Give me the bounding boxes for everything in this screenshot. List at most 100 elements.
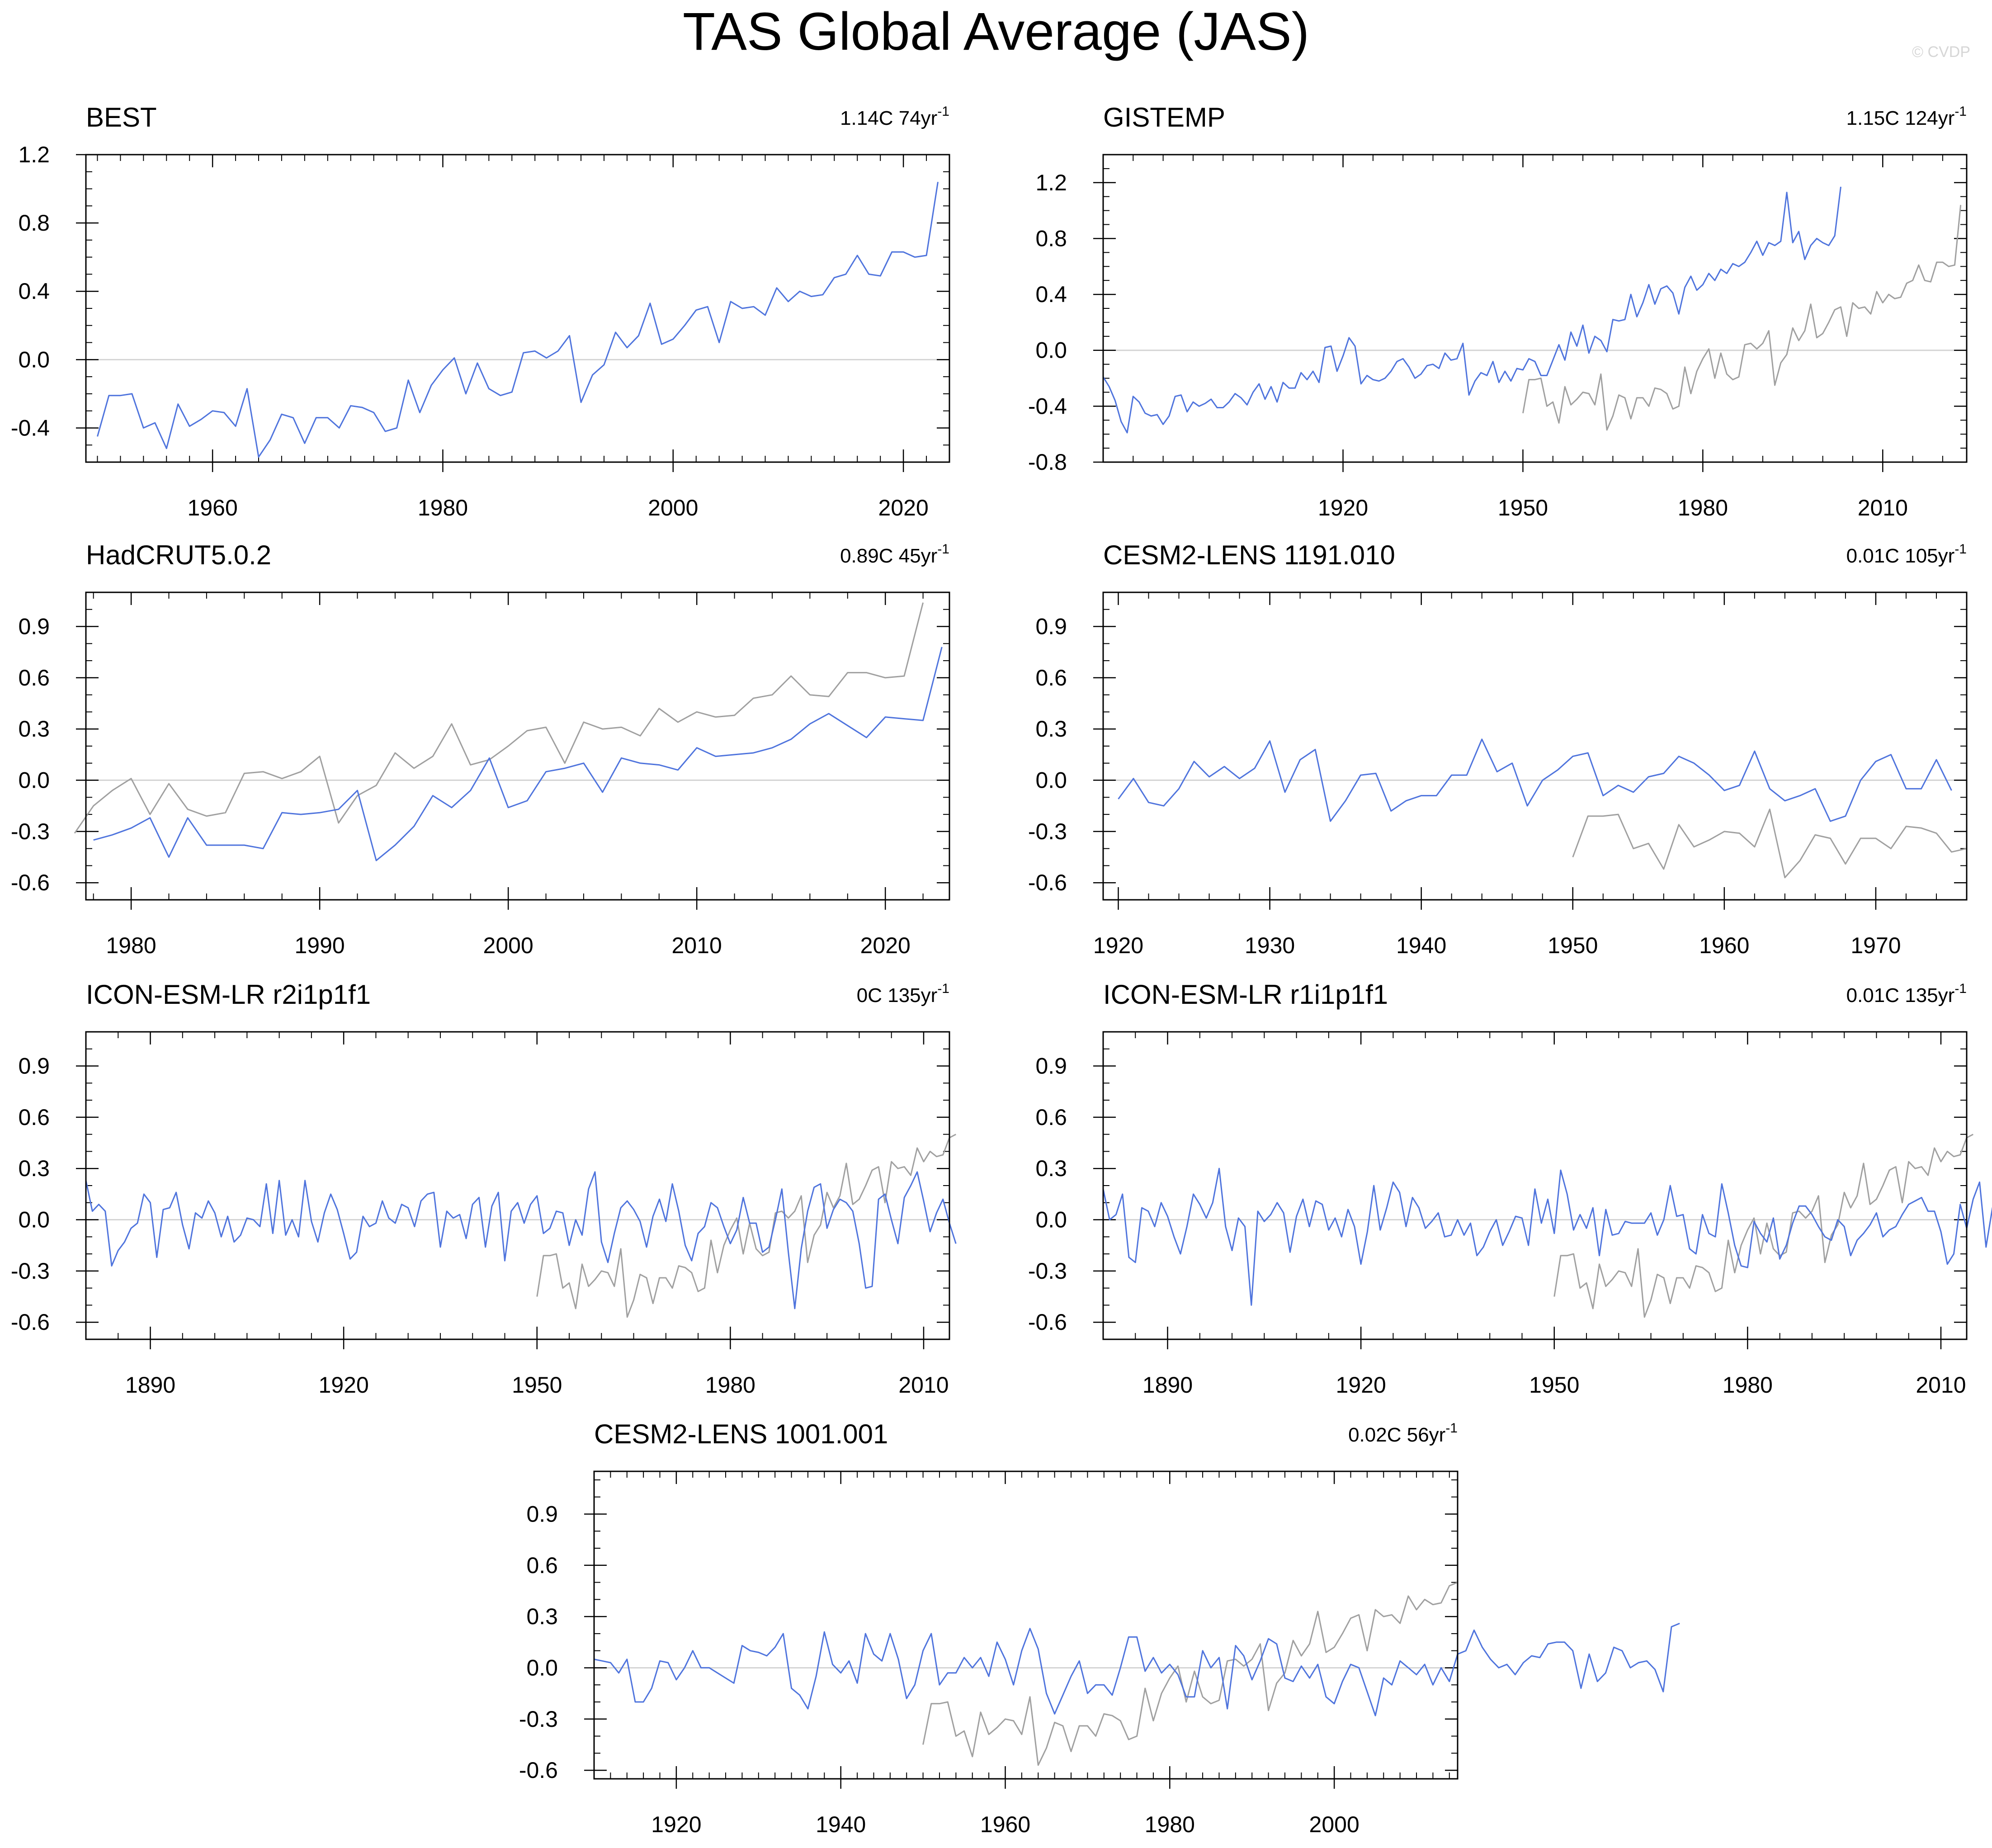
trend-period: 45yr [899,545,938,567]
trend-exponent: -1 [937,104,949,119]
minor-ticks [86,592,949,900]
x-tick-label: 1890 [1142,1372,1193,1398]
y-tick-label: 0.9 [18,614,50,639]
y-tick-label: 0.9 [18,1054,50,1079]
x-tick-label: 1980 [1145,1812,1195,1837]
trend-annotation: 0.01C 135yr-1 [1846,981,1967,1007]
trend-annotation: 0C 135yr-1 [857,981,949,1007]
x-tick-label: 1990 [295,933,345,958]
y-tick-label: -0.6 [11,1309,50,1335]
y-tick-label: -0.6 [11,870,50,895]
trend-period: 124yr [1905,107,1954,129]
watermark: © CVDP [1912,43,1970,61]
y-tick-label: 0.3 [1035,1156,1067,1181]
trend-annotation: 1.14C 74yr-1 [840,104,949,129]
x-tick-label: 1960 [1699,933,1749,958]
x-tick-label: 1920 [319,1372,369,1398]
x-tick-label: 1940 [816,1812,866,1837]
trend-annotation: 0.02C 56yr-1 [1348,1421,1458,1446]
series-line-reference [1553,1134,1973,1318]
y-tick-label: -0.3 [11,819,50,844]
trend-value: 0.01C [1846,984,1905,1007]
x-tick-label: 1950 [1529,1372,1579,1398]
y-tick-label: 0.0 [1035,338,1067,363]
x-tick-label: 1930 [1245,933,1295,958]
y-tick-label: 0.9 [1035,1054,1067,1079]
x-tick-label: 1980 [106,933,156,958]
x-tick-label: 2010 [1916,1372,1966,1398]
trend-period: 74yr [899,107,938,129]
panel-1: BEST 1.14C 74yr-1 -0.4 0.0 0.4 0.8 1.2 1960 1980… [11,102,950,520]
x-tick-label: 2010 [898,1372,949,1398]
y-tick-label: 0.0 [18,1207,50,1233]
panel-2: GISTEMP 1.15C 124yr-1 -0.8 -0.4 0.0 0.4 0.8 1.2… [1028,102,1968,520]
x-tick-label: 2000 [648,495,698,520]
x-tick-label: 2010 [1858,495,1908,520]
y-tick-label: -0.8 [1028,449,1067,475]
y-tick-label: 0.0 [1035,768,1067,793]
figure-title: TAS Global Average (JAS) [683,2,1309,61]
y-tick-label: 0.8 [1035,226,1067,251]
trend-annotation: 0.01C 105yr-1 [1846,542,1967,567]
trend-period: 56yr [1407,1424,1446,1446]
trend-value: 0C [857,984,887,1007]
x-tick-label: 1950 [512,1372,562,1398]
series-line-main [93,647,943,861]
y-tick-label: 0.6 [1035,665,1067,690]
x-tick-label: 1950 [1548,933,1598,958]
series-line-main [97,182,939,458]
x-tick-label: 1940 [1396,933,1446,958]
series-line-main [1118,738,1952,822]
y-tick-label: -0.3 [519,1706,558,1732]
trend-period: 135yr [887,984,937,1007]
series-line-reference [1522,205,1962,431]
y-tick-label: -0.6 [519,1758,558,1783]
trend-exponent: -1 [937,981,949,996]
y-tick-label: 0.3 [1035,716,1067,742]
y-tick-label: 0.0 [18,768,50,793]
minor-ticks [86,154,950,463]
trend-period: 135yr [1905,984,1954,1007]
panel-4: CESM2-LENS 1191.010 0.01C 105yr-1 -0.6 -0.3… [1028,540,1968,958]
series-line-reference [74,602,924,834]
x-tick-label: 1920 [1318,495,1368,520]
x-tick-label: 2020 [878,495,929,520]
x-tick-label: 1920 [1336,1372,1386,1398]
minor-ticks [594,1471,1458,1779]
trend-value: 1.15C [1846,107,1905,129]
y-tick-label: 0.0 [1035,1207,1067,1233]
y-tick-label: 0.9 [526,1501,558,1527]
trend-exponent: -1 [937,542,949,557]
series-line-main [1102,186,1841,434]
trend-exponent: -1 [1954,981,1967,996]
y-tick-label: 0.8 [18,210,50,236]
trend-value: 0.89C [840,545,899,567]
x-tick-label: 1960 [188,495,238,520]
panel-5: ICON-ESM-LR r2i1p1f1 0C 135yr-1 -0.6 -0.3 0.… [11,979,957,1398]
y-tick-label: 0.9 [1035,614,1067,639]
minor-ticks [1103,592,1967,900]
x-tick-label: 1980 [705,1372,755,1398]
y-tick-label: 0.3 [18,716,50,742]
y-tick-label: 1.2 [1035,170,1067,195]
panel-6: ICON-ESM-LR r1i1p1f1 0.01C 135yr-1 -0.6 -0.… [1028,979,1992,1398]
plot-frame [85,1031,950,1340]
trend-value: 0.02C [1348,1424,1407,1446]
panel-title: CESM2-LENS 1191.010 [1103,540,1395,570]
x-tick-label: 1890 [125,1372,175,1398]
x-tick-label: 1920 [1093,933,1143,958]
y-tick-label: -0.3 [11,1258,50,1284]
x-tick-label: 1980 [1678,495,1728,520]
series-line-reference [1572,808,1967,879]
series-line-reference [922,1582,1458,1766]
y-tick-label: 0.4 [18,279,50,304]
y-tick-label: 0.6 [1035,1105,1067,1130]
x-tick-label: 1960 [980,1812,1030,1837]
y-tick-label: -0.6 [1028,870,1067,895]
trend-annotation: 1.15C 124yr-1 [1846,104,1967,129]
plot-frame [85,154,950,463]
panel-title: GISTEMP [1103,102,1225,132]
y-tick-label: -0.4 [1028,393,1067,419]
